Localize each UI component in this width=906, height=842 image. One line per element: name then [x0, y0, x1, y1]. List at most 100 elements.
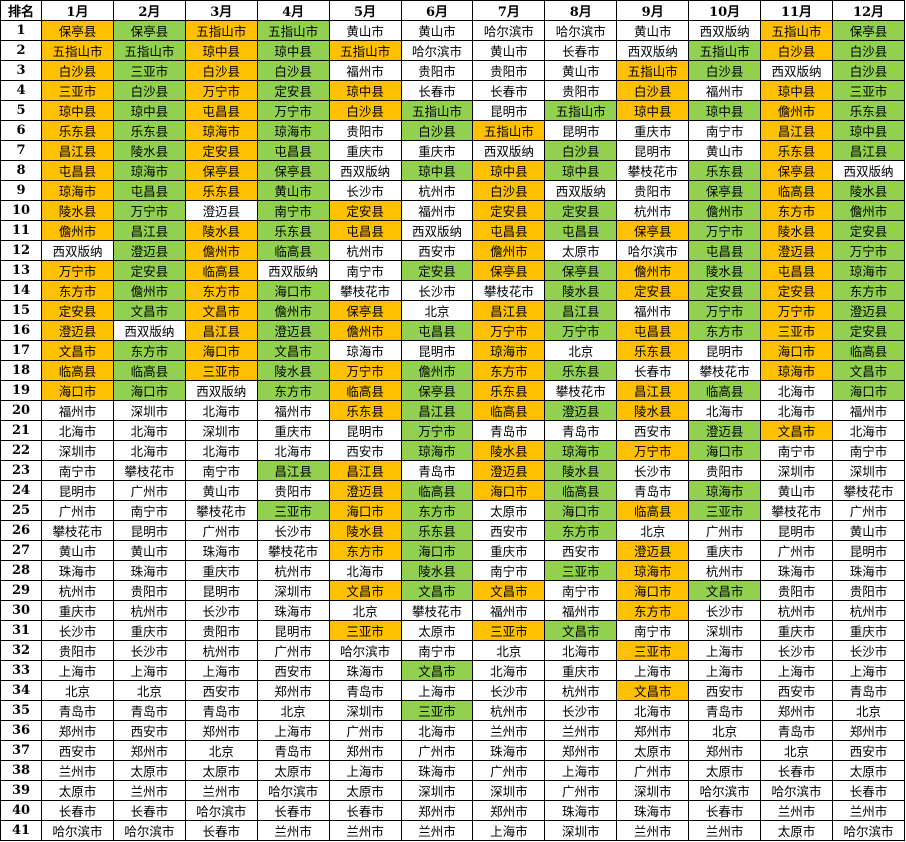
city-cell: 杭州市: [328, 240, 402, 261]
city-cell: 青岛市: [41, 700, 114, 721]
city-cell: 深圳市: [688, 620, 762, 641]
city-cell: 西安市: [688, 680, 762, 701]
header-cell: 6月: [400, 0, 474, 21]
city-cell: 昆明市: [184, 580, 258, 601]
city-cell: 上海市: [544, 760, 618, 781]
city-cell: 太原市: [544, 240, 618, 261]
city-cell: 万宁市: [41, 260, 114, 281]
city-cell: 昌江县: [112, 220, 186, 241]
city-cell: 琼中县: [112, 100, 186, 121]
city-cell: 深圳市: [544, 820, 618, 841]
city-cell: 乐东县: [544, 360, 618, 381]
rank-cell: 24: [0, 480, 42, 501]
city-cell: 海口市: [400, 540, 474, 561]
city-cell: 南宁市: [112, 500, 186, 521]
city-cell: 西安市: [760, 680, 833, 701]
city-cell: 昆明市: [328, 420, 402, 441]
city-cell: 西双版纳: [328, 160, 402, 181]
city-cell: 北京: [112, 680, 186, 701]
table-row: 27 黄山市 黄山市 珠海市 攀枝花市 东方市 海口市 重庆市 西安市 澄迈县 重庆市 广州市 昆明市: [0, 540, 906, 561]
city-cell: 珠海市: [328, 660, 402, 681]
table-row: 11 儋州市 昌江县 陵水县 乐东县 屯昌县 西双版纳 屯昌县 屯昌县 保亭县 万宁市 陵水县 定安县: [0, 220, 906, 241]
city-cell: 五指山市: [41, 40, 114, 61]
city-cell: 万宁市: [616, 440, 690, 461]
city-cell: 万宁市: [831, 240, 906, 261]
city-cell: 北海市: [688, 400, 762, 421]
city-cell: 南宁市: [256, 200, 330, 221]
city-cell: 长春市: [616, 360, 690, 381]
city-cell: 北京: [400, 300, 474, 321]
table-row: 15 定安县 文昌市 文昌市 儋州市 保亭县 北京 昌江县 昌江县 福州市 万宁市 万宁市 澄迈县: [0, 300, 906, 321]
city-cell: 珠海市: [400, 760, 474, 781]
city-cell: 长春市: [544, 40, 618, 61]
city-cell: 长沙市: [256, 520, 330, 541]
city-cell: 乐东县: [400, 520, 474, 541]
rank-cell: 13: [0, 260, 42, 281]
table-row: 36 郑州市 西安市 郑州市 上海市 广州市 北海市 兰州市 兰州市 郑州市 北京 青岛市 郑州市: [0, 720, 906, 741]
table-row: 24 昆明市 广州市 黄山市 贵阳市 澄迈县 临高县 海口市 临高县 青岛市 琼海市 黄山市 攀枝花市: [0, 480, 906, 501]
city-cell: 兰州市: [112, 780, 186, 801]
city-cell: 琼中县: [688, 100, 762, 121]
city-cell: 重庆市: [41, 600, 114, 621]
city-cell: 杭州市: [831, 600, 906, 621]
city-cell: 福州市: [400, 200, 474, 221]
city-cell: 昆明市: [112, 520, 186, 541]
city-cell: 西安市: [831, 740, 906, 761]
city-cell: 黄山市: [256, 180, 330, 201]
city-cell: 陵水县: [760, 220, 833, 241]
city-cell: 五指山市: [616, 60, 690, 81]
city-cell: 乐东县: [472, 380, 546, 401]
city-cell: 琼中县: [184, 40, 258, 61]
rank-cell: 26: [0, 520, 42, 541]
city-cell: 贵阳市: [184, 620, 258, 641]
city-cell: 澄迈县: [688, 420, 762, 441]
city-cell: 兰州市: [256, 820, 330, 841]
city-cell: 长春市: [400, 80, 474, 101]
city-cell: 昆明市: [616, 140, 690, 161]
rank-cell: 23: [0, 460, 42, 481]
rank-cell: 32: [0, 640, 42, 661]
city-cell: 深圳市: [616, 780, 690, 801]
city-cell: 青岛市: [688, 700, 762, 721]
city-cell: 乐东县: [760, 140, 833, 161]
city-cell: 陵水县: [184, 220, 258, 241]
city-cell: 北海市: [760, 400, 833, 421]
city-cell: 福州市: [688, 80, 762, 101]
city-cell: 保亭县: [184, 160, 258, 181]
city-cell: 保亭县: [400, 380, 474, 401]
rank-cell: 28: [0, 560, 42, 581]
city-cell: 西安市: [472, 520, 546, 541]
city-cell: 定安县: [688, 280, 762, 301]
city-cell: 琼海市: [112, 160, 186, 181]
city-cell: 屯昌县: [400, 320, 474, 341]
city-cell: 攀枝花市: [472, 280, 546, 301]
city-cell: 保亭县: [41, 20, 114, 41]
city-cell: 长春市: [184, 820, 258, 841]
rank-cell: 1: [0, 20, 42, 41]
city-cell: 澄迈县: [41, 320, 114, 341]
table-row: 35 青岛市 青岛市 青岛市 北京 深圳市 三亚市 杭州市 长沙市 北海市 青岛市 郑州市 北京: [0, 700, 906, 721]
rank-cell: 35: [0, 700, 42, 721]
city-cell: 陵水县: [616, 400, 690, 421]
rank-cell: 27: [0, 540, 42, 561]
city-cell: 定安县: [184, 140, 258, 161]
city-cell: 白沙县: [616, 80, 690, 101]
city-cell: 贵阳市: [112, 580, 186, 601]
city-cell: 海口市: [616, 580, 690, 601]
city-cell: 南宁市: [400, 640, 474, 661]
city-cell: 澄迈县: [616, 540, 690, 561]
city-cell: 长春市: [688, 800, 762, 821]
city-cell: 白沙县: [831, 40, 906, 61]
city-cell: 白沙县: [184, 60, 258, 81]
city-cell: 儋州市: [328, 320, 402, 341]
city-cell: 文昌市: [256, 340, 330, 361]
city-cell: 福州市: [41, 400, 114, 421]
city-cell: 海口市: [688, 440, 762, 461]
table-row: 34 北京 北京 西安市 郑州市 青岛市 上海市 长沙市 杭州市 文昌市 西安市 西安市 青岛市: [0, 680, 906, 701]
table-row: 16 澄迈县 西双版纳 昌江县 澄迈县 儋州市 屯昌县 万宁市 万宁市 屯昌县 东方市 三亚市 定安县: [0, 320, 906, 341]
table-row: 20 福州市 深圳市 北海市 福州市 乐东县 昌江县 临高县 澄迈县 陵水县 北海市 北海市 福州市: [0, 400, 906, 421]
header-cell: 4月: [256, 0, 330, 21]
city-cell: 儋州市: [112, 280, 186, 301]
city-cell: 西安市: [544, 540, 618, 561]
